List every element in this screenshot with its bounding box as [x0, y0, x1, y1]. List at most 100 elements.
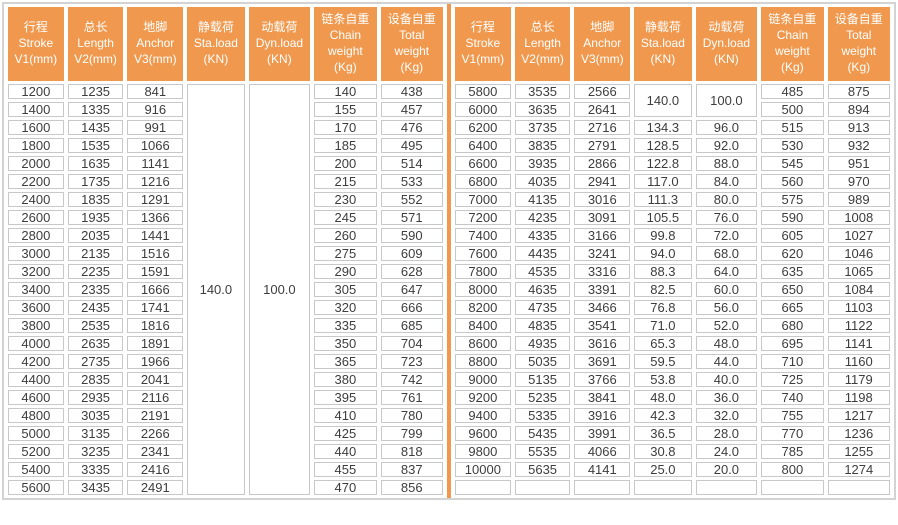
table-row: 8800 5035 3691 59.5 44.0 710 1160: [455, 354, 890, 369]
table-cell: 76.0: [695, 210, 758, 225]
table-cell: 3016: [574, 192, 631, 207]
table-cell: 2235: [67, 264, 124, 279]
table-cell: 64.0: [695, 264, 758, 279]
table-cell: 1027: [827, 228, 890, 243]
table-row: 2000 1635 1141 200 514: [8, 156, 443, 171]
table-cell: 88.3: [634, 264, 692, 279]
table-cell: 2400: [8, 192, 64, 207]
table-cell: 666: [380, 300, 443, 315]
table-cell: 3635: [514, 102, 571, 117]
table-cell: [514, 480, 571, 495]
table-cell: 560: [761, 174, 824, 189]
table-cell: 3616: [574, 336, 631, 351]
table-cell: 2191: [127, 408, 184, 423]
table-cell: 635: [761, 264, 824, 279]
table-cell: 1666: [127, 282, 184, 297]
table-cell: 530: [761, 138, 824, 153]
table-cell: 2035: [67, 228, 124, 243]
table-cell: 3435: [67, 480, 124, 495]
table-cell: 275: [314, 246, 377, 261]
table-row: 5800 3535 2566 140.0 100.0 485 875: [455, 84, 890, 117]
table-cell: 1591: [127, 264, 184, 279]
column-header-total-weight: 设备自重 Total weight (Kg): [380, 7, 443, 81]
table-cell: [574, 480, 631, 495]
table-cell: 9000: [455, 372, 511, 387]
table-cell: 2735: [67, 354, 124, 369]
table-cell: 7200: [455, 210, 511, 225]
spec-table-left: 行程 Stroke V1(mm) 总长 Length V2(mm) 地脚 Ancho…: [4, 4, 447, 498]
table-cell: 6000: [455, 102, 511, 117]
table-cell: 740: [761, 390, 824, 405]
table-cell: 8800: [455, 354, 511, 369]
table-cell: 1366: [127, 210, 184, 225]
table-cell: 71.0: [634, 318, 692, 333]
table-cell: 3835: [514, 138, 571, 153]
table-cell: 2791: [574, 138, 631, 153]
table-cell: 215: [314, 174, 377, 189]
table-cell: 4235: [514, 210, 571, 225]
table-row: 6200 3735 2716 134.3 96.0 515 913: [455, 120, 890, 135]
table-cell: 5200: [8, 444, 64, 459]
table-cell: 88.0: [695, 156, 758, 171]
table-cell: 4200: [8, 354, 64, 369]
table-cell: 3541: [574, 318, 631, 333]
table-cell: 335: [314, 318, 377, 333]
table-cell: 894: [827, 102, 890, 117]
table-cell: 4141: [574, 462, 631, 477]
table-cell: 1255: [827, 444, 890, 459]
table-row: 7400 4335 3166 99.8 72.0 605 1027: [455, 228, 890, 243]
table-cell: 575: [761, 192, 824, 207]
table-cell: 725: [761, 372, 824, 387]
table-cell: 2135: [67, 246, 124, 261]
table-cell: 8600: [455, 336, 511, 351]
table-row: 7000 4135 3016 111.3 80.0 575 989: [455, 192, 890, 207]
table-cell: 4066: [574, 444, 631, 459]
table-row: 6400 3835 2791 128.5 92.0 530 932: [455, 138, 890, 153]
table-row: 3200 2235 1591 290 628: [8, 264, 443, 279]
table-cell: 680: [761, 318, 824, 333]
table-cell: 1179: [827, 372, 890, 387]
table-cell: 245: [314, 210, 377, 225]
table-cell: 8400: [455, 318, 511, 333]
table-cell: 1741: [127, 300, 184, 315]
table-cell: 841: [127, 84, 184, 99]
table-cell: 4635: [514, 282, 571, 297]
table-cell: 780: [380, 408, 443, 423]
table-cell: 2866: [574, 156, 631, 171]
table-row: 5600 3435 2491 470 856: [8, 480, 443, 495]
table-cell: 3091: [574, 210, 631, 225]
table-row: 9600 5435 3991 36.5 28.0 770 1236: [455, 426, 890, 441]
table-cell: 9400: [455, 408, 511, 423]
table-cell: 2491: [127, 480, 184, 495]
table-cell: 1216: [127, 174, 184, 189]
table-cell: 2200: [8, 174, 64, 189]
table-cell: 1084: [827, 282, 890, 297]
table-cell: 3166: [574, 228, 631, 243]
table-cell: 290: [314, 264, 377, 279]
table-cell: 5535: [514, 444, 571, 459]
table-cell: 170: [314, 120, 377, 135]
table-cell: 991: [127, 120, 184, 135]
table-cell: 1635: [67, 156, 124, 171]
table-cell: 1103: [827, 300, 890, 315]
table-cell: 1141: [127, 156, 184, 171]
table-cell: 533: [380, 174, 443, 189]
table-cell: 3000: [8, 246, 64, 261]
table-cell: 1600: [8, 120, 64, 135]
table-cell: 1160: [827, 354, 890, 369]
table-cell: 320: [314, 300, 377, 315]
table-cell: 3916: [574, 408, 631, 423]
orange-divider: [447, 4, 451, 498]
table-cell: 5135: [514, 372, 571, 387]
table-cell: 5635: [514, 462, 571, 477]
table-cell: 3935: [514, 156, 571, 171]
table-row: 5000 3135 2266 425 799: [8, 426, 443, 441]
table-cell: 32.0: [695, 408, 758, 423]
table-cell: 3135: [67, 426, 124, 441]
table-cell: 140.0: [187, 84, 245, 495]
table-row: 4600 2935 2116 395 761: [8, 390, 443, 405]
table-cell: 365: [314, 354, 377, 369]
table-cell: 1236: [827, 426, 890, 441]
table-cell: 4735: [514, 300, 571, 315]
column-header-dyn-load: 动载荷 Dyn.load (KN): [248, 7, 311, 81]
